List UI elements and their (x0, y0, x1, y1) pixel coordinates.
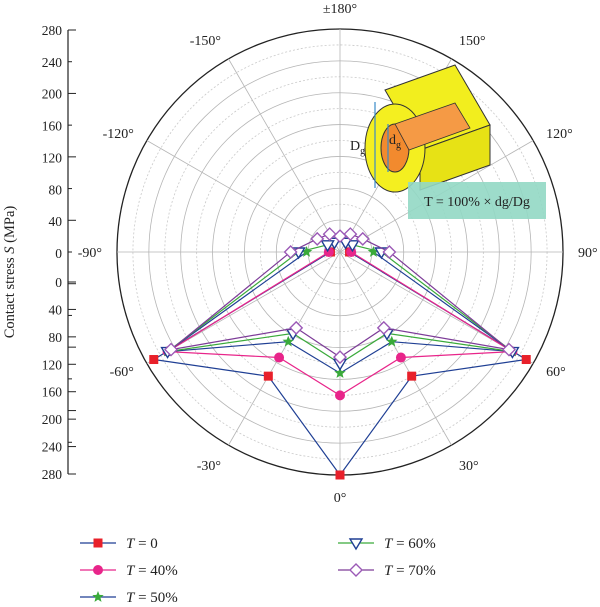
grid-spoke (339, 251, 452, 446)
axis-tick-label: 240 (42, 440, 63, 455)
legend-item: T = 50% (80, 590, 178, 606)
axis-tick-label: 80 (49, 182, 63, 197)
axis-tick-label: 40 (49, 302, 63, 317)
axis-tick-label: 120 (42, 150, 63, 165)
formula-text: T = 100% × dg/Dg (424, 195, 530, 210)
inset-groove (394, 102, 471, 151)
data-point (164, 342, 179, 357)
data-point (407, 371, 417, 381)
legend-item: T = 0 (80, 536, 158, 552)
data-point (348, 538, 364, 551)
legend-label: T = 70% (384, 563, 436, 579)
legend-item: T = 40% (80, 563, 178, 579)
grid-spoke (228, 58, 341, 253)
axis-tick-label: 200 (42, 87, 63, 102)
angle-label: 90° (578, 246, 598, 261)
data-point (345, 240, 360, 253)
axis-tick-label: 200 (42, 412, 63, 427)
data-point (289, 320, 304, 335)
legend: T = 0 T = 40% T = 50% T = 60% T = 70% (80, 536, 436, 606)
data-point (310, 231, 325, 246)
data-point (355, 231, 370, 246)
data-point (320, 240, 335, 253)
axis-tick-label: 120 (42, 357, 63, 372)
axis-tick-label: 240 (42, 55, 63, 70)
data-point (386, 335, 398, 347)
data-point (501, 342, 516, 357)
axis-tick-label: 280 (42, 467, 63, 482)
angle-label: ±180° (323, 2, 357, 17)
angle-label: -120° (103, 127, 134, 142)
radial-axis: 280 240 200 160 120 80 40 0 0 40 80 120 160 200 240 280… (2, 23, 76, 482)
legend-label: T = 60% (384, 536, 436, 552)
grid-spoke (146, 140, 341, 253)
inset-label-small: dg (389, 133, 401, 151)
axis-tick-label: 0 (55, 246, 62, 261)
axis-tick-label: 40 (49, 214, 63, 229)
data-point (274, 352, 285, 363)
angle-label: 30° (459, 459, 479, 474)
data-point (521, 355, 531, 365)
data-point (349, 563, 363, 577)
polar-grid (116, 28, 564, 476)
data-point (93, 538, 103, 548)
y-axis-label: Contact stress S (MPa) (2, 206, 18, 339)
data-point (92, 591, 104, 602)
axis-tick-label: 160 (42, 385, 63, 400)
angle-label: 120° (546, 127, 573, 142)
inset-label-big: Dg (350, 139, 365, 157)
angle-labels: ±180° 150° 120° 90° 60° 30° 0° -30° -60° -90° -120… (78, 2, 598, 506)
data-point (376, 320, 391, 335)
angle-label: -90° (78, 246, 102, 261)
data-point (335, 470, 345, 480)
angle-label: 150° (459, 34, 486, 49)
angle-label: 0° (334, 491, 347, 506)
series-4 (164, 227, 516, 365)
axis-tick-label: 80 (49, 330, 63, 345)
data-point (382, 245, 397, 259)
angle-label: -30° (197, 459, 221, 474)
inset-cylinder-side (419, 124, 491, 191)
series-layer (149, 227, 531, 480)
data-point (334, 367, 346, 378)
legend-label: T = 50% (126, 590, 178, 606)
inset-diagram: Dg dg T = 100% × dg/Dg (350, 64, 546, 219)
data-point (300, 246, 313, 257)
data-point (335, 390, 345, 401)
legend-label: T = 40% (126, 563, 178, 579)
data-point (93, 565, 103, 575)
angle-label: -60° (110, 365, 134, 380)
data-point (367, 246, 380, 257)
legend-label: T = 0 (126, 536, 158, 552)
data-point (263, 371, 273, 381)
data-point (283, 245, 298, 259)
angle-label: -150° (190, 34, 221, 49)
formula-box (408, 182, 546, 219)
data-point (149, 355, 159, 365)
data-point (322, 227, 337, 242)
legend-item: T = 70% (338, 563, 436, 579)
data-point (333, 350, 347, 365)
legend-item: T = 60% (338, 536, 436, 552)
axis-tick-label: 280 (42, 23, 63, 38)
axis-tick-label: 160 (42, 119, 63, 134)
angle-label: 60° (546, 365, 566, 380)
axis-tick-label: 0 (55, 275, 62, 290)
data-point (282, 335, 294, 347)
data-point (343, 227, 358, 242)
data-point (395, 352, 406, 363)
grid-spoke (228, 251, 341, 446)
data-point (338, 237, 353, 250)
